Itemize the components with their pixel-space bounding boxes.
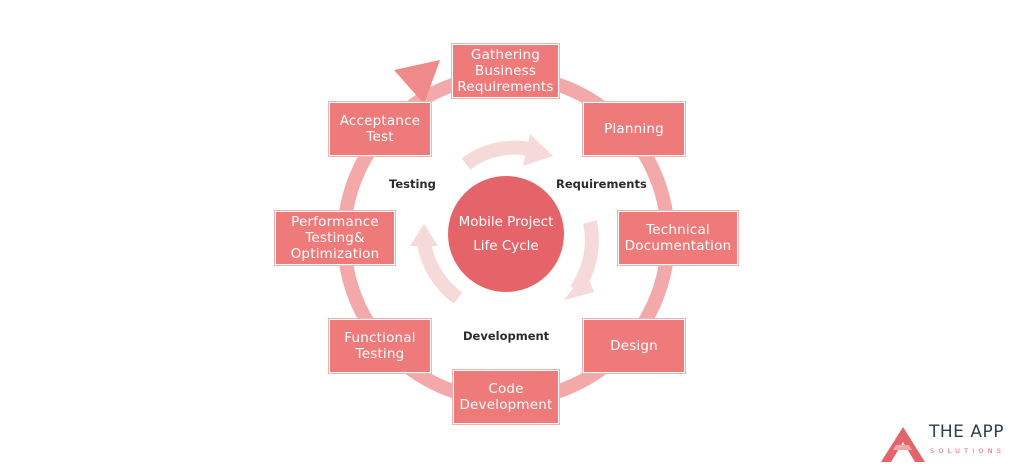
stage-code-development: Code Development xyxy=(453,370,559,424)
outer-ring-arrowhead xyxy=(394,60,440,104)
stage-performance-testing-optimization: Performance Testing& Optimization xyxy=(275,211,395,265)
stage-technical-documentation: Technical Documentation xyxy=(618,211,738,265)
inner-arrow-requirements xyxy=(461,140,536,170)
stage-gathering-business-requirements: Gathering Business Requirements xyxy=(452,44,559,98)
stage-design: Design xyxy=(583,319,685,373)
inner-arrowhead-requirements xyxy=(523,134,553,166)
inner-arrowhead-testing xyxy=(410,224,438,246)
stage-acceptance-test: Acceptance Test xyxy=(329,102,431,156)
inner-arrowhead-development xyxy=(564,272,594,300)
stage-planning: Planning xyxy=(583,102,685,156)
phase-label-requirements: Requirements xyxy=(556,177,647,191)
brand-name: THE APP xyxy=(929,422,1004,442)
stage-functional-testing: Functional Testing xyxy=(329,319,431,373)
inner-arrow-testing xyxy=(417,242,463,304)
center-circle-label: Mobile Project Life Cycle xyxy=(448,176,564,292)
phase-label-development: Development xyxy=(463,329,550,343)
brand-logo-icon xyxy=(881,427,925,462)
phase-label-testing: Testing xyxy=(389,177,436,191)
brand-tagline: SOLUTIONS xyxy=(930,447,1006,455)
